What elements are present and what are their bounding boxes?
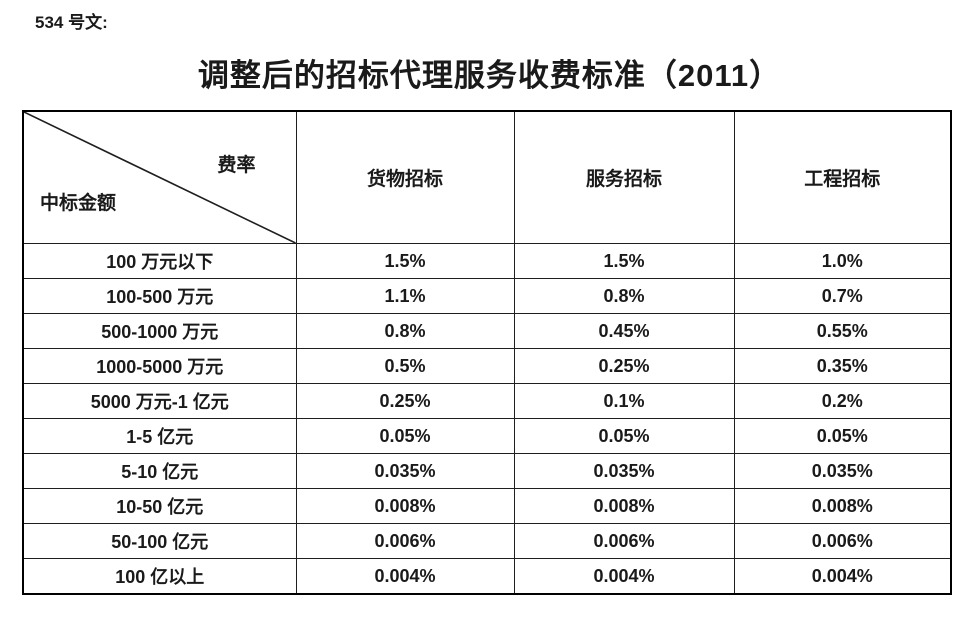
amount-cell: 100 亿以上	[22, 558, 297, 595]
rate-cell: 0.2%	[733, 383, 952, 419]
page-title: 调整后的招标代理服务收费标准（2011）	[197, 58, 782, 93]
amount-cell: 100-500 万元	[22, 278, 297, 314]
rate-cell: 1.5%	[295, 243, 515, 279]
table-row: 10-50 亿元 0.008% 0.008% 0.008%	[22, 488, 952, 524]
diagonal-divider	[24, 112, 296, 243]
rate-cell: 0.008%	[733, 488, 952, 524]
rate-cell: 0.008%	[295, 488, 515, 524]
amount-cell: 1-5 亿元	[22, 418, 297, 454]
rate-cell: 0.006%	[733, 523, 952, 559]
column-header-engineering: 工程招标	[733, 110, 952, 244]
corner-cell: 费率 中标金额	[22, 110, 297, 244]
table-row: 5-10 亿元 0.035% 0.035% 0.035%	[22, 453, 952, 489]
rate-cell: 1.0%	[733, 243, 952, 279]
header-row: 费率 中标金额 货物招标 服务招标 工程招标	[22, 110, 952, 244]
rate-cell: 0.004%	[733, 558, 952, 595]
rate-cell: 0.8%	[295, 313, 515, 349]
rate-cell: 0.35%	[733, 348, 952, 384]
table-row: 1000-5000 万元 0.5% 0.25% 0.35%	[22, 348, 952, 384]
rate-cell: 0.006%	[513, 523, 735, 559]
amount-cell: 5-10 亿元	[22, 453, 297, 489]
amount-cell: 10-50 亿元	[22, 488, 297, 524]
doc-number-label: 534 号文:	[35, 13, 108, 32]
rate-cell: 0.7%	[733, 278, 952, 314]
rate-cell: 0.006%	[295, 523, 515, 559]
rate-cell: 0.45%	[513, 313, 735, 349]
rate-cell: 0.05%	[513, 418, 735, 454]
rate-cell: 0.035%	[733, 453, 952, 489]
rate-cell: 0.1%	[513, 383, 735, 419]
table-row: 500-1000 万元 0.8% 0.45% 0.55%	[22, 313, 952, 349]
amount-cell: 100 万元以下	[22, 243, 297, 279]
table-row: 100 亿以上 0.004% 0.004% 0.004%	[22, 558, 952, 595]
column-header-goods: 货物招标	[295, 110, 515, 244]
rate-cell: 0.035%	[295, 453, 515, 489]
rate-cell: 0.008%	[513, 488, 735, 524]
corner-label-amount: 中标金额	[40, 193, 117, 214]
amount-cell: 1000-5000 万元	[22, 348, 297, 384]
table-row: 100 万元以下 1.5% 1.5% 1.0%	[22, 243, 952, 279]
rate-cell: 0.05%	[733, 418, 952, 454]
table-row: 100-500 万元 1.1% 0.8% 0.7%	[22, 278, 952, 314]
amount-cell: 500-1000 万元	[22, 313, 297, 349]
corner-label-rate: 费率	[217, 155, 256, 176]
rate-cell: 0.25%	[513, 348, 735, 384]
rate-cell: 0.55%	[733, 313, 952, 349]
rate-cell: 0.25%	[295, 383, 515, 419]
rate-cell: 0.004%	[513, 558, 735, 595]
rate-cell: 1.1%	[295, 278, 515, 314]
rate-cell: 0.004%	[295, 558, 515, 595]
table-row: 1-5 亿元 0.05% 0.05% 0.05%	[22, 418, 952, 454]
rate-cell: 0.05%	[295, 418, 515, 454]
amount-cell: 50-100 亿元	[22, 523, 297, 559]
rate-cell: 0.8%	[513, 278, 735, 314]
amount-cell: 5000 万元-1 亿元	[22, 383, 297, 419]
rate-cell: 1.5%	[513, 243, 735, 279]
table-row: 5000 万元-1 亿元 0.25% 0.1% 0.2%	[22, 383, 952, 419]
table-row: 50-100 亿元 0.006% 0.006% 0.006%	[22, 523, 952, 559]
column-header-service: 服务招标	[513, 110, 735, 244]
fee-standard-table: 费率 中标金额 货物招标 服务招标 工程招标 100 万元以下 1.5% 1.5…	[22, 110, 952, 595]
rate-cell: 0.035%	[513, 453, 735, 489]
rate-cell: 0.5%	[295, 348, 515, 384]
